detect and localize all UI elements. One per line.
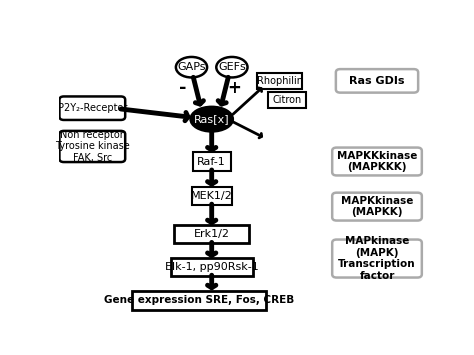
Text: Raf-1: Raf-1 [197,157,226,166]
FancyBboxPatch shape [171,258,253,276]
Text: P2Y₂-Receptor: P2Y₂-Receptor [58,103,127,113]
FancyBboxPatch shape [191,187,232,205]
Text: +: + [227,79,241,97]
Text: MAPKKkinase
(MAPKKK): MAPKKkinase (MAPKKK) [337,151,417,172]
Text: Citron: Citron [273,95,301,105]
Text: MAPKkinase
(MAPKK): MAPKkinase (MAPKK) [341,196,413,217]
Text: Ras[x]: Ras[x] [194,114,229,124]
Text: MEK1/2: MEK1/2 [191,191,233,201]
Text: Elk-1, pp90Rsk-1: Elk-1, pp90Rsk-1 [165,262,259,272]
Text: GAPs: GAPs [177,62,206,72]
FancyBboxPatch shape [192,153,231,170]
Ellipse shape [191,107,233,131]
FancyBboxPatch shape [132,290,266,310]
Text: MAPkinase
(MAPK)
Transcription
factor: MAPkinase (MAPK) Transcription factor [338,236,416,281]
FancyBboxPatch shape [59,131,125,162]
FancyBboxPatch shape [336,69,418,93]
Text: Ras GDIs: Ras GDIs [349,76,405,86]
Text: Gene expression SRE, Fos, CREB: Gene expression SRE, Fos, CREB [104,295,294,305]
Text: Non receptor
Tyrosine kinase
FAK, Src: Non receptor Tyrosine kinase FAK, Src [55,130,130,163]
Text: Rhophilin: Rhophilin [256,76,303,86]
FancyBboxPatch shape [59,97,125,120]
Text: GEFs: GEFs [218,62,246,72]
FancyBboxPatch shape [257,73,302,89]
FancyBboxPatch shape [332,148,422,175]
FancyBboxPatch shape [174,225,249,243]
FancyBboxPatch shape [332,193,422,220]
Ellipse shape [176,57,207,77]
FancyBboxPatch shape [268,92,306,108]
Text: -: - [179,79,186,97]
Text: Erk1/2: Erk1/2 [194,229,230,239]
FancyBboxPatch shape [332,240,422,278]
Ellipse shape [216,57,247,77]
